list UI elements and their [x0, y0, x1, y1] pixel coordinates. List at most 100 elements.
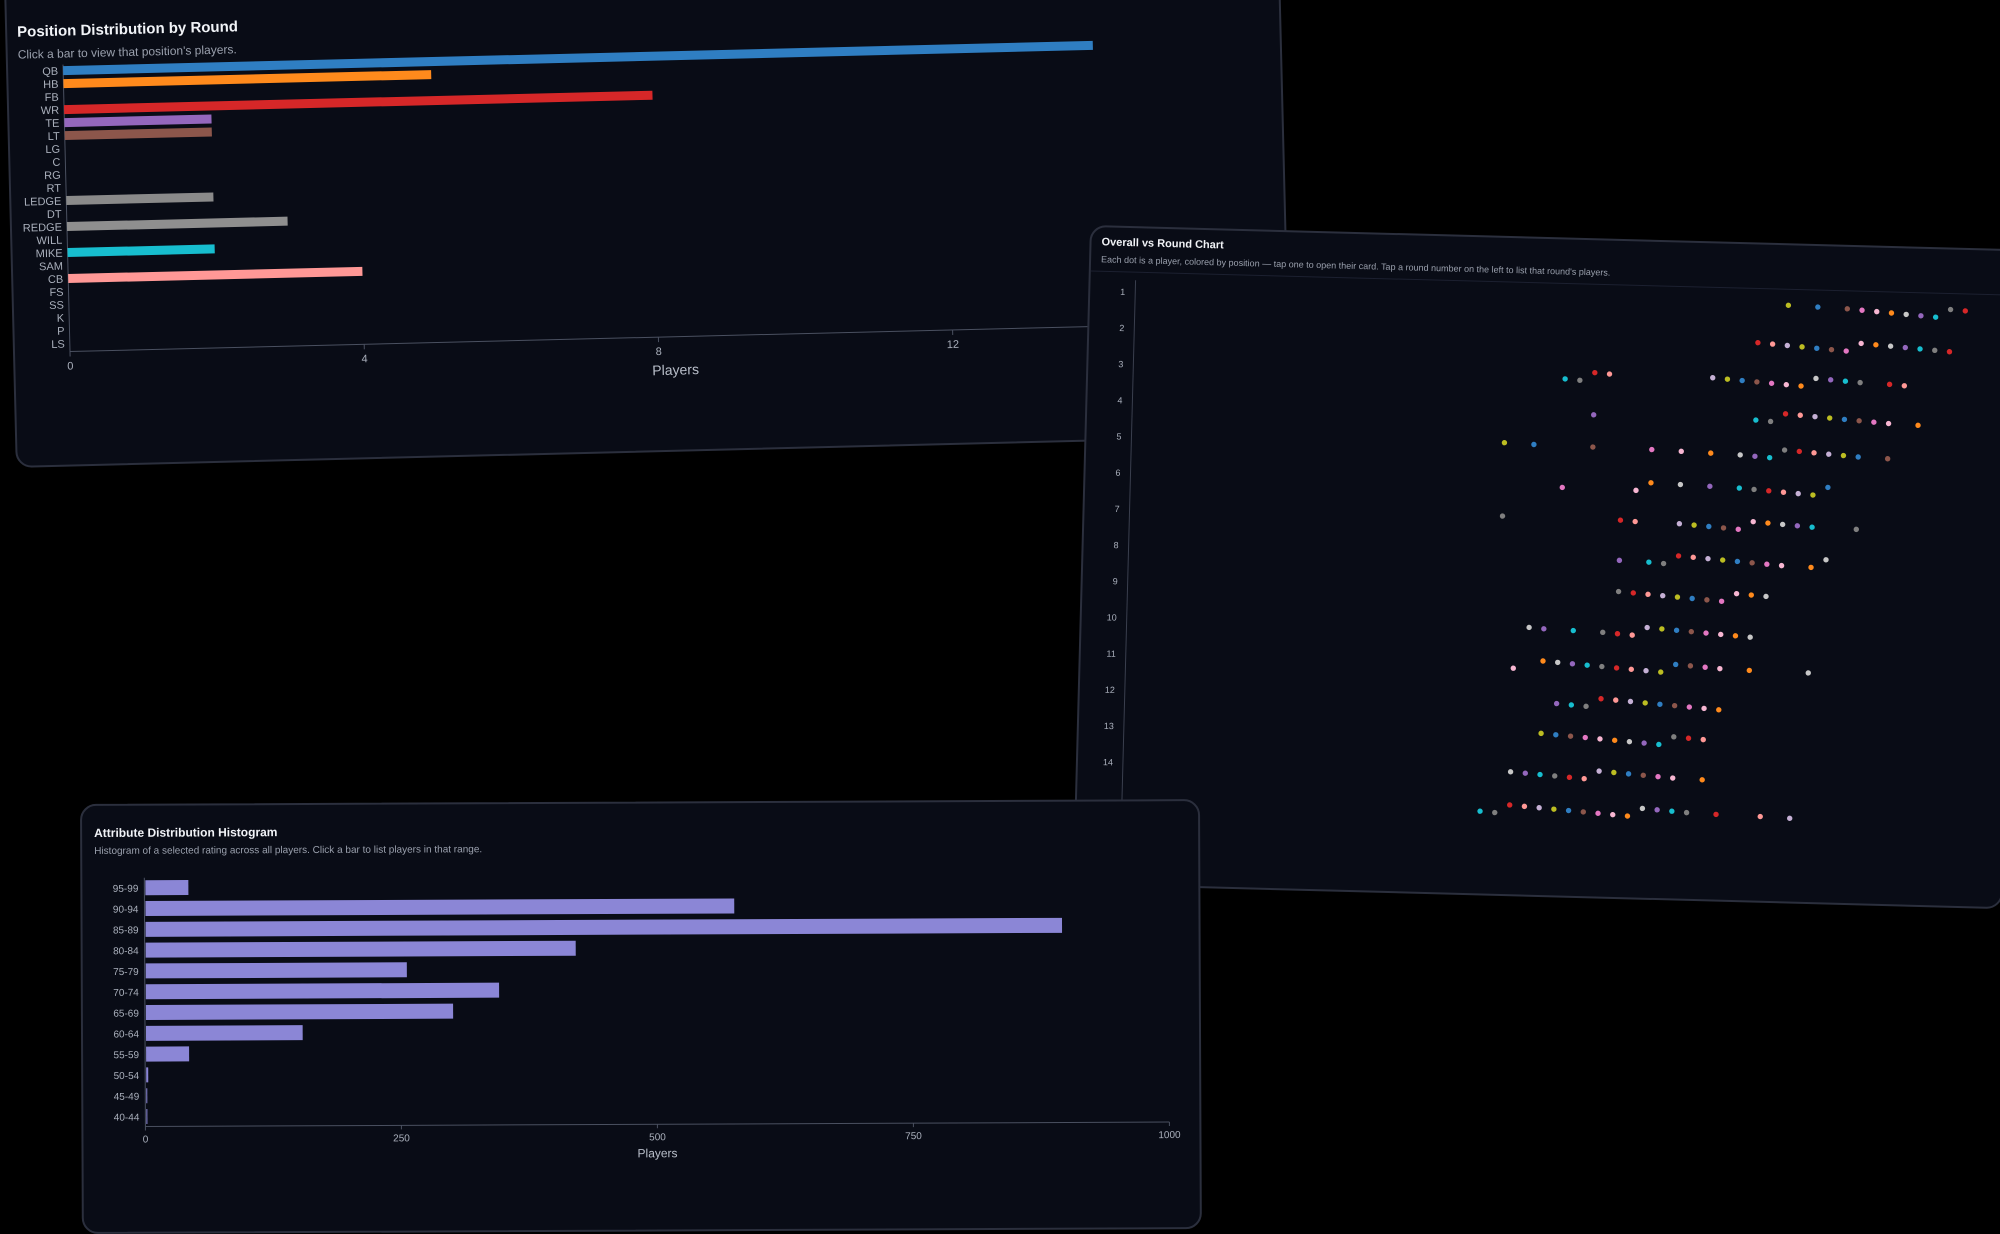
- player-dot[interactable]: [1932, 348, 1938, 354]
- round-tick-label[interactable]: 12: [1105, 685, 1115, 695]
- player-dot[interactable]: [1552, 773, 1558, 779]
- histogram-bar-40-44[interactable]: [146, 1109, 147, 1124]
- player-dot[interactable]: [1888, 343, 1894, 349]
- player-dot[interactable]: [1721, 525, 1727, 531]
- histogram-bar-75-79[interactable]: [146, 962, 407, 978]
- player-dot[interactable]: [1734, 591, 1740, 597]
- player-dot[interactable]: [1871, 419, 1877, 425]
- player-dot[interactable]: [1646, 559, 1652, 565]
- player-dot[interactable]: [1676, 553, 1682, 559]
- round-tick-label[interactable]: 6: [1115, 468, 1120, 478]
- player-dot[interactable]: [1671, 734, 1677, 740]
- player-dot[interactable]: [1699, 777, 1705, 783]
- player-dot[interactable]: [1845, 306, 1851, 312]
- player-dot[interactable]: [1749, 560, 1755, 566]
- player-dot[interactable]: [1825, 485, 1831, 491]
- player-dot[interactable]: [1691, 522, 1697, 528]
- player-dot[interactable]: [1703, 630, 1709, 636]
- bar-ledge[interactable]: [66, 192, 213, 205]
- player-dot[interactable]: [1739, 378, 1745, 384]
- bar-cb[interactable]: [68, 267, 362, 283]
- player-dot[interactable]: [1948, 307, 1954, 313]
- histogram-bar-90-94[interactable]: [145, 898, 734, 916]
- player-dot[interactable]: [1918, 313, 1924, 319]
- round-tick-label[interactable]: 8: [1113, 540, 1118, 550]
- player-dot[interactable]: [1595, 811, 1601, 817]
- player-dot[interactable]: [1615, 631, 1621, 637]
- bar-mike[interactable]: [67, 244, 214, 257]
- player-dot[interactable]: [1567, 775, 1573, 781]
- player-dot[interactable]: [1526, 625, 1532, 631]
- player-dot[interactable]: [1787, 816, 1793, 822]
- player-dot[interactable]: [1688, 663, 1694, 669]
- player-dot[interactable]: [1551, 806, 1557, 812]
- player-dot[interactable]: [1538, 731, 1544, 737]
- player-dot[interactable]: [1702, 664, 1708, 670]
- player-dot[interactable]: [1733, 633, 1739, 639]
- player-dot[interactable]: [1782, 447, 1788, 453]
- player-dot[interactable]: [1649, 447, 1655, 453]
- player-dot[interactable]: [1612, 738, 1618, 744]
- player-dot[interactable]: [1783, 411, 1789, 417]
- player-dot[interactable]: [1806, 670, 1812, 676]
- player-dot[interactable]: [1568, 733, 1574, 739]
- player-dot[interactable]: [1902, 383, 1908, 389]
- histogram-bar-50-54[interactable]: [146, 1067, 148, 1082]
- player-dot[interactable]: [1809, 524, 1815, 530]
- player-dot[interactable]: [1827, 415, 1833, 421]
- player-dot[interactable]: [1614, 665, 1620, 671]
- player-dot[interactable]: [1626, 771, 1632, 777]
- player-dot[interactable]: [1500, 513, 1506, 519]
- player-dot[interactable]: [1627, 739, 1633, 745]
- player-dot[interactable]: [1885, 456, 1891, 462]
- player-dot[interactable]: [1657, 702, 1663, 708]
- player-dot[interactable]: [1600, 630, 1606, 636]
- player-dot[interactable]: [1947, 349, 1953, 355]
- player-dot[interactable]: [1502, 440, 1508, 446]
- player-dot[interactable]: [1814, 345, 1820, 351]
- player-dot[interactable]: [1541, 626, 1547, 632]
- player-dot[interactable]: [1625, 813, 1631, 819]
- player-dot[interactable]: [1661, 561, 1667, 567]
- player-dot[interactable]: [1716, 707, 1722, 713]
- player-dot[interactable]: [1629, 632, 1635, 638]
- player-dot[interactable]: [1889, 310, 1895, 316]
- player-dot[interactable]: [1768, 419, 1774, 425]
- player-dot[interactable]: [1784, 382, 1790, 388]
- player-dot[interactable]: [1770, 341, 1776, 347]
- player-dot[interactable]: [1613, 697, 1619, 703]
- player-dot[interactable]: [1570, 661, 1576, 667]
- player-dot[interactable]: [1633, 488, 1639, 494]
- player-dot[interactable]: [1704, 597, 1710, 603]
- player-dot[interactable]: [1707, 484, 1713, 490]
- player-dot[interactable]: [1705, 556, 1711, 562]
- player-dot[interactable]: [1810, 492, 1816, 498]
- round-tick-label[interactable]: 11: [1106, 649, 1116, 659]
- player-dot[interactable]: [1522, 804, 1528, 810]
- player-dot[interactable]: [1645, 592, 1651, 598]
- bar-redge[interactable]: [67, 217, 288, 231]
- player-dot[interactable]: [1690, 555, 1696, 561]
- player-dot[interactable]: [1659, 626, 1665, 632]
- player-dot[interactable]: [1780, 522, 1786, 528]
- player-dot[interactable]: [1769, 381, 1775, 387]
- player-dot[interactable]: [1815, 304, 1821, 310]
- player-dot[interactable]: [1660, 593, 1666, 599]
- player-dot[interactable]: [1963, 308, 1969, 314]
- player-dot[interactable]: [1508, 769, 1514, 775]
- player-dot[interactable]: [1933, 314, 1939, 320]
- player-dot[interactable]: [1582, 735, 1588, 741]
- player-dot[interactable]: [1752, 454, 1758, 460]
- player-dot[interactable]: [1554, 701, 1560, 707]
- player-dot[interactable]: [1617, 558, 1623, 564]
- round-tick-label[interactable]: 3: [1118, 359, 1123, 369]
- player-dot[interactable]: [1596, 768, 1602, 774]
- player-dot[interactable]: [1737, 485, 1743, 491]
- player-dot[interactable]: [1553, 732, 1559, 738]
- player-dot[interactable]: [1628, 699, 1634, 705]
- player-dot[interactable]: [1750, 519, 1756, 525]
- player-dot[interactable]: [1828, 377, 1834, 383]
- histogram-bar-60-64[interactable]: [146, 1025, 303, 1041]
- player-dot[interactable]: [1808, 565, 1814, 571]
- player-dot[interactable]: [1873, 342, 1879, 348]
